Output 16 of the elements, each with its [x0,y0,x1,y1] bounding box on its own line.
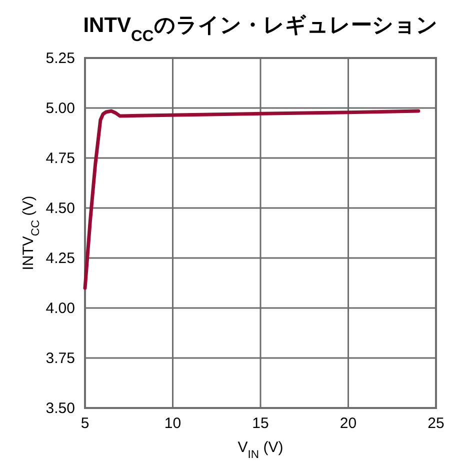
y-tick-label: 4.50 [46,200,75,217]
y-tick-label: 4.25 [46,250,75,267]
y-tick-label: 3.75 [46,350,75,367]
line-series [83,109,420,290]
x-tick-label: 25 [428,415,444,432]
chart-title: INTV$_{CC}$のライン・レギュレーション [83,14,438,44]
x-tick-label: 15 [252,415,269,432]
y-tick-label: 3.50 [46,400,75,417]
x-axis-title: V$_{IN}$ (V) [238,439,284,461]
y-tick-label: 4.75 [46,150,75,167]
x-tick-label: 5 [80,415,90,432]
y-tick-label: 4.00 [46,300,75,317]
x-tick-label: 10 [164,415,182,432]
y-tick-label: 5.00 [46,100,75,117]
x-tick-label: 20 [340,415,357,432]
y-tick-label: 5.25 [46,50,75,67]
